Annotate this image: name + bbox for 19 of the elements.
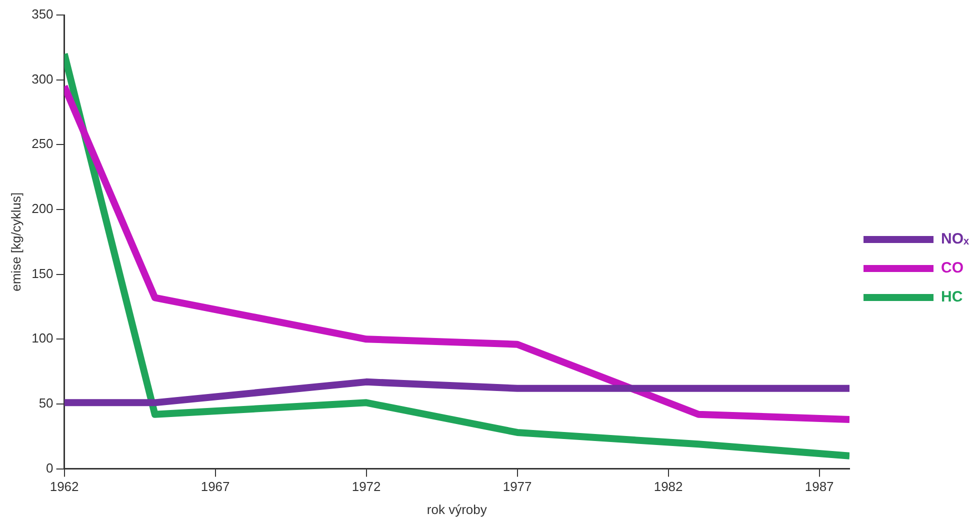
x-axis-title: rok výroby bbox=[426, 502, 488, 517]
x-tick-label: 1987 bbox=[804, 479, 834, 494]
y-tick-label: 200 bbox=[32, 201, 54, 216]
y-tick-label: 350 bbox=[32, 6, 54, 22]
y-tick-label: 250 bbox=[32, 136, 54, 152]
x-tick-label: 1977 bbox=[502, 479, 532, 494]
x-tick-label: 1982 bbox=[654, 479, 683, 494]
x-tick-label: 1962 bbox=[50, 479, 79, 494]
legend-label: NOₓ bbox=[941, 230, 970, 248]
y-tick-label: 100 bbox=[32, 330, 54, 346]
y-tick-label: 0 bbox=[46, 460, 54, 476]
legend-label: HC bbox=[941, 288, 963, 306]
y-tick-label: 50 bbox=[38, 396, 54, 411]
y-tick-label: 150 bbox=[32, 266, 54, 281]
y-axis-title: emise [kg/cyklus] bbox=[8, 192, 24, 292]
x-tick-label: 1967 bbox=[200, 479, 230, 494]
x-tick-label: 1972 bbox=[352, 479, 381, 494]
legend-label: CO bbox=[941, 260, 964, 277]
y-tick-label: 300 bbox=[32, 71, 54, 86]
